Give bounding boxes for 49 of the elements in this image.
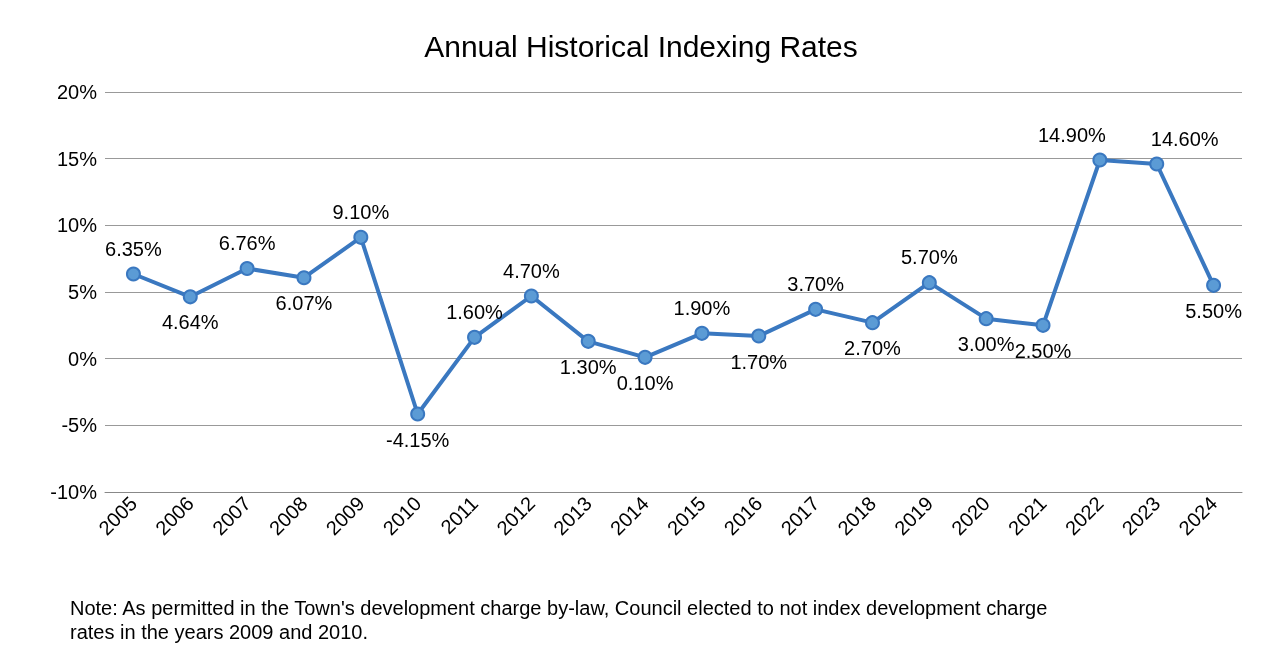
y-tick-label: -5% xyxy=(61,414,98,437)
text: Note: As permitted in the Town's development charge by-law, Council elected to not index development charge rates in the years 2009 and 2010. xyxy=(70,596,1049,644)
data-label: 9.10% xyxy=(332,200,390,223)
point xyxy=(467,329,483,345)
point xyxy=(1035,317,1051,333)
y-tick-label: 20% xyxy=(56,81,98,103)
data-label: 5.50% xyxy=(1185,299,1243,322)
chart-title: Annual Historical Indexing Rates xyxy=(424,29,858,63)
point xyxy=(751,328,767,344)
data-label: 3.00% xyxy=(957,333,1015,356)
data-label: 14.90% xyxy=(1037,123,1106,146)
data-label: 1.90% xyxy=(673,296,731,319)
y-tick-label: 0% xyxy=(68,347,98,370)
point xyxy=(637,349,653,365)
y-tick-label: 5% xyxy=(68,281,98,303)
point xyxy=(580,333,596,349)
point xyxy=(808,301,824,317)
data-label: 1.70% xyxy=(730,350,788,373)
point xyxy=(125,266,141,282)
y-tick-label: 15% xyxy=(56,147,98,170)
point xyxy=(239,261,255,277)
point xyxy=(1092,152,1108,168)
data-label: 6.35% xyxy=(105,237,162,260)
data-label: 1.30% xyxy=(559,355,617,378)
y-tick-label: 10% xyxy=(56,214,98,237)
data-label: 14.60% xyxy=(1150,127,1219,150)
data-label: -4.15% xyxy=(385,428,450,451)
point xyxy=(410,406,426,422)
data-label: 6.76% xyxy=(218,232,276,255)
point xyxy=(353,229,369,245)
data-label: 2.50% xyxy=(1014,339,1072,362)
point xyxy=(182,289,198,305)
data-label: 4.64% xyxy=(161,311,219,334)
point xyxy=(694,325,710,341)
point xyxy=(921,275,937,291)
point xyxy=(1206,277,1222,293)
data-label: 3.70% xyxy=(787,272,845,295)
data-label: 0.10% xyxy=(616,371,674,394)
point xyxy=(523,288,539,304)
y-tick-label: -10% xyxy=(50,481,98,503)
point xyxy=(1149,156,1165,172)
point xyxy=(978,311,994,327)
data-label: 4.70% xyxy=(503,259,560,282)
point xyxy=(296,270,312,286)
data-label: 6.07% xyxy=(275,292,333,315)
data-label: 2.70% xyxy=(844,337,902,360)
point xyxy=(864,315,880,331)
data-label: 5.70% xyxy=(900,246,958,269)
data-label: 1.60% xyxy=(446,300,504,323)
